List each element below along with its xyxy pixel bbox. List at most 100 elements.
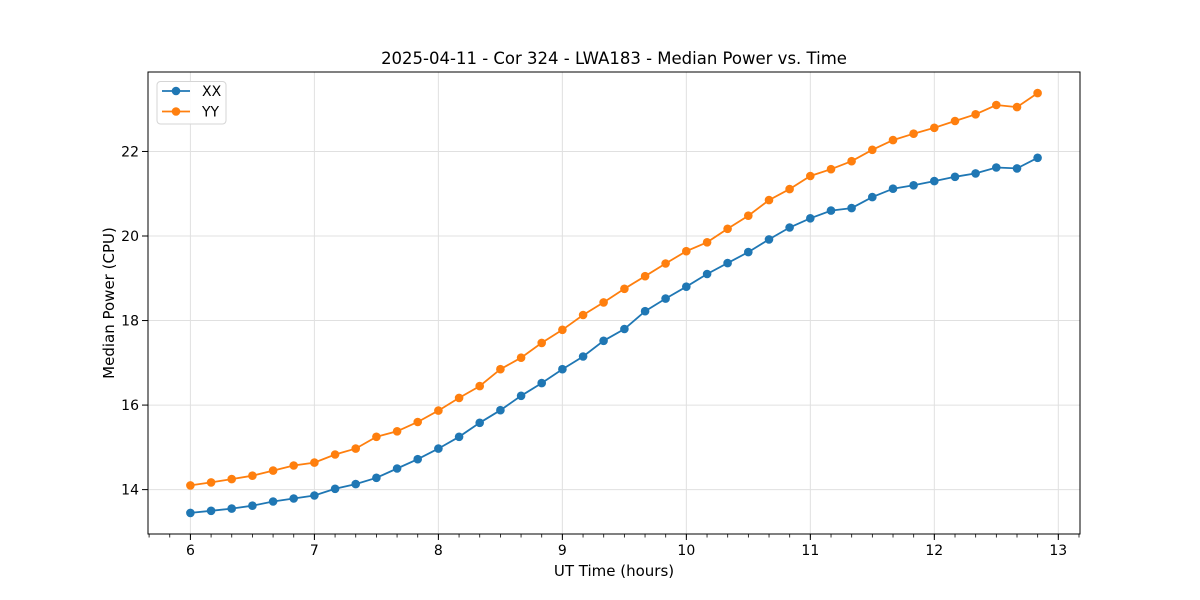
data-point-XX <box>950 172 960 182</box>
data-point-XX <box>310 491 319 500</box>
data-point-XX <box>392 464 402 473</box>
data-point-YY <box>785 184 794 194</box>
y-tick-label-20: 20 <box>121 229 139 245</box>
data-point-XX <box>372 473 381 483</box>
series-YY <box>186 88 1042 490</box>
data-point-YY <box>496 364 505 374</box>
data-point-YY <box>1033 88 1042 98</box>
data-point-XX <box>992 163 1001 172</box>
data-point-YY <box>289 461 299 470</box>
data-point-XX <box>640 306 650 316</box>
gridlines <box>148 72 1080 534</box>
data-point-XX <box>888 184 898 193</box>
data-point-XX <box>909 181 918 190</box>
data-point-YY <box>413 417 423 427</box>
data-point-XX <box>454 432 464 442</box>
legend-label-XX: XX <box>202 84 222 100</box>
series-XX <box>186 153 1042 518</box>
data-point-XX <box>268 497 278 506</box>
data-point-XX <box>289 494 299 503</box>
data-point-YY <box>847 156 856 166</box>
data-point-XX <box>330 484 340 494</box>
x-tick-label-11: 11 <box>801 543 819 559</box>
data-point-XX <box>496 405 505 415</box>
data-point-YY <box>599 298 608 307</box>
data-point-XX <box>1033 153 1042 163</box>
data-point-XX <box>744 247 753 257</box>
data-point-YY <box>475 381 485 391</box>
data-point-XX <box>847 203 856 213</box>
data-point-YY <box>248 471 257 481</box>
tick-labels: 6 7 8 9 10 11 12 13 14 16 18 20 22 <box>121 144 1067 559</box>
data-point-XX <box>785 223 794 232</box>
x-tick-label-10: 10 <box>677 543 695 559</box>
data-point-YY <box>661 259 670 268</box>
data-point-YY <box>702 238 712 247</box>
data-point-YY <box>558 325 567 335</box>
data-point-YY <box>206 478 216 487</box>
data-point-YY <box>868 145 877 155</box>
data-point-YY <box>640 271 650 281</box>
x-tick-label-6: 6 <box>186 543 195 559</box>
data-point-YY <box>186 481 195 490</box>
data-point-YY <box>372 432 381 442</box>
data-point-YY <box>971 110 980 119</box>
data-point-YY <box>620 284 629 294</box>
data-point-YY <box>330 450 340 459</box>
y-tick-label-14: 14 <box>121 483 139 499</box>
data-point-YY <box>578 310 588 320</box>
legend: XX YY <box>156 81 227 125</box>
data-point-XX <box>702 269 712 279</box>
legend-marker-YY <box>171 107 181 116</box>
x-tick-label-8: 8 <box>434 543 443 559</box>
data-point-XX <box>930 176 939 186</box>
data-point-XX <box>868 192 877 202</box>
data-point-XX <box>723 258 732 268</box>
data-point-XX <box>682 282 691 292</box>
x-tick-label-13: 13 <box>1049 543 1067 559</box>
data-point-YY <box>888 135 898 145</box>
data-point-XX <box>806 214 815 223</box>
data-point-YY <box>723 224 732 234</box>
data-point-YY <box>310 458 319 467</box>
data-point-XX <box>826 206 836 215</box>
data-point-XX <box>516 391 526 401</box>
y-tick-label-16: 16 <box>121 398 139 414</box>
legend-label-YY: YY <box>201 105 220 121</box>
data-point-XX <box>227 504 236 513</box>
data-point-YY <box>454 393 464 403</box>
data-point-XX <box>434 444 443 453</box>
data-point-YY <box>268 466 278 475</box>
data-point-XX <box>599 336 608 346</box>
x-tick-label-9: 9 <box>558 543 567 559</box>
x-axis-label: UT Time (hours) <box>554 562 674 580</box>
data-point-YY <box>1012 102 1022 112</box>
data-point-YY <box>950 116 960 126</box>
y-tick-label-18: 18 <box>121 314 139 330</box>
data-point-XX <box>206 506 216 516</box>
y-axis-label: Median Power (CPU) <box>100 227 118 379</box>
data-point-XX <box>351 479 361 489</box>
data-point-YY <box>764 195 774 205</box>
data-point-YY <box>826 164 836 174</box>
data-point-XX <box>413 454 423 464</box>
axis-ticks <box>142 150 1080 540</box>
y-tick-label-22: 22 <box>121 144 139 160</box>
data-point-XX <box>475 418 485 428</box>
plot-border <box>147 71 1081 535</box>
data-point-XX <box>186 508 195 518</box>
x-tick-label-12: 12 <box>925 543 943 559</box>
data-series <box>186 88 1042 518</box>
data-point-XX <box>578 352 588 361</box>
data-point-YY <box>434 406 443 415</box>
data-point-YY <box>930 123 939 133</box>
data-point-XX <box>661 294 670 303</box>
data-point-XX <box>620 324 629 334</box>
data-point-YY <box>227 474 236 484</box>
data-point-XX <box>248 501 257 511</box>
chart-title: 2025-04-11 - Cor 324 - LWA183 - Median P… <box>381 49 847 68</box>
data-point-YY <box>806 171 815 181</box>
x-tick-label-7: 7 <box>310 543 319 559</box>
